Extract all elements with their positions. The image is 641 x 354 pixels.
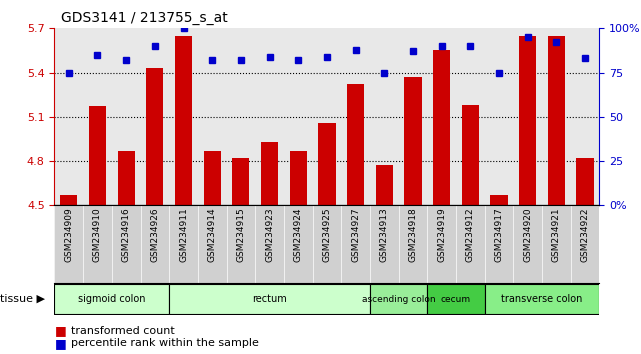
Bar — [341, 28, 370, 205]
Bar — [570, 205, 599, 283]
Bar — [313, 205, 341, 283]
Text: GSM234920: GSM234920 — [523, 208, 532, 262]
Text: GSM234915: GSM234915 — [237, 208, 246, 262]
Text: ■: ■ — [54, 325, 66, 337]
Bar — [226, 28, 255, 205]
Text: ■: ■ — [54, 337, 66, 350]
Text: sigmoid colon: sigmoid colon — [78, 294, 146, 304]
Bar — [169, 284, 370, 314]
Text: transverse colon: transverse colon — [501, 294, 583, 304]
Text: GDS3141 / 213755_s_at: GDS3141 / 213755_s_at — [61, 11, 228, 25]
Bar — [261, 142, 278, 205]
Bar — [456, 205, 485, 283]
Bar — [83, 205, 112, 283]
Bar — [146, 68, 163, 205]
Bar — [140, 28, 169, 205]
Text: rectum: rectum — [252, 294, 287, 304]
Bar — [370, 28, 399, 205]
Bar — [399, 28, 428, 205]
Bar — [54, 284, 169, 314]
Bar — [485, 205, 513, 283]
Bar — [204, 151, 221, 205]
Bar — [576, 158, 594, 205]
Bar — [319, 123, 335, 205]
Bar — [255, 28, 284, 205]
Text: GSM234927: GSM234927 — [351, 208, 360, 262]
Bar — [542, 205, 570, 283]
Bar — [255, 205, 284, 283]
Bar — [83, 28, 112, 205]
Bar — [513, 28, 542, 205]
Bar — [462, 105, 479, 205]
Text: GSM234916: GSM234916 — [122, 208, 131, 262]
Text: GSM234919: GSM234919 — [437, 208, 446, 262]
Bar — [112, 28, 140, 205]
Bar — [284, 205, 313, 283]
Bar — [175, 36, 192, 205]
Bar — [284, 28, 313, 205]
Bar — [112, 205, 140, 283]
Bar — [519, 36, 537, 205]
Text: cecum: cecum — [441, 295, 471, 304]
Text: GSM234918: GSM234918 — [408, 208, 417, 262]
Text: tissue ▶: tissue ▶ — [0, 294, 45, 304]
Text: GSM234922: GSM234922 — [581, 208, 590, 262]
Bar — [232, 158, 249, 205]
Bar — [428, 284, 485, 314]
Bar — [313, 28, 341, 205]
Bar — [198, 28, 226, 205]
Text: transformed count: transformed count — [71, 326, 174, 336]
Bar — [341, 205, 370, 283]
Bar — [226, 205, 255, 283]
Text: percentile rank within the sample: percentile rank within the sample — [71, 338, 258, 348]
Text: GSM234913: GSM234913 — [379, 208, 388, 262]
Bar — [547, 36, 565, 205]
Bar — [376, 166, 393, 205]
Bar — [570, 28, 599, 205]
Bar — [347, 84, 364, 205]
Text: GSM234921: GSM234921 — [552, 208, 561, 262]
Bar — [490, 195, 508, 205]
Text: ascending colon: ascending colon — [362, 295, 435, 304]
Bar — [169, 28, 198, 205]
Text: GSM234914: GSM234914 — [208, 208, 217, 262]
Bar — [370, 205, 399, 283]
Text: GSM234910: GSM234910 — [93, 208, 102, 262]
Bar — [54, 28, 83, 205]
Bar — [428, 28, 456, 205]
Bar — [542, 28, 570, 205]
Bar — [290, 151, 307, 205]
Bar — [60, 195, 78, 205]
Bar — [370, 284, 428, 314]
Bar — [198, 205, 226, 283]
Bar — [433, 50, 450, 205]
Text: GSM234917: GSM234917 — [494, 208, 503, 262]
Bar — [89, 107, 106, 205]
Text: GSM234923: GSM234923 — [265, 208, 274, 262]
Text: GSM234912: GSM234912 — [466, 208, 475, 262]
Text: GSM234911: GSM234911 — [179, 208, 188, 262]
Text: GSM234925: GSM234925 — [322, 208, 331, 262]
Text: GSM234909: GSM234909 — [64, 208, 73, 262]
Bar — [169, 205, 198, 283]
Bar — [54, 205, 83, 283]
Bar — [485, 284, 599, 314]
Bar — [485, 28, 513, 205]
Bar — [456, 28, 485, 205]
Bar — [140, 205, 169, 283]
Bar — [399, 205, 428, 283]
Bar — [428, 205, 456, 283]
Text: GSM234926: GSM234926 — [151, 208, 160, 262]
Bar — [404, 77, 422, 205]
Bar — [117, 151, 135, 205]
Text: GSM234924: GSM234924 — [294, 208, 303, 262]
Bar — [513, 205, 542, 283]
